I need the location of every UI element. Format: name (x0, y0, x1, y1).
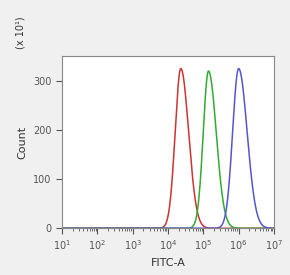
X-axis label: FITC-A: FITC-A (151, 258, 186, 268)
Y-axis label: Count: Count (18, 126, 28, 159)
Text: (x 10¹): (x 10¹) (16, 17, 26, 50)
